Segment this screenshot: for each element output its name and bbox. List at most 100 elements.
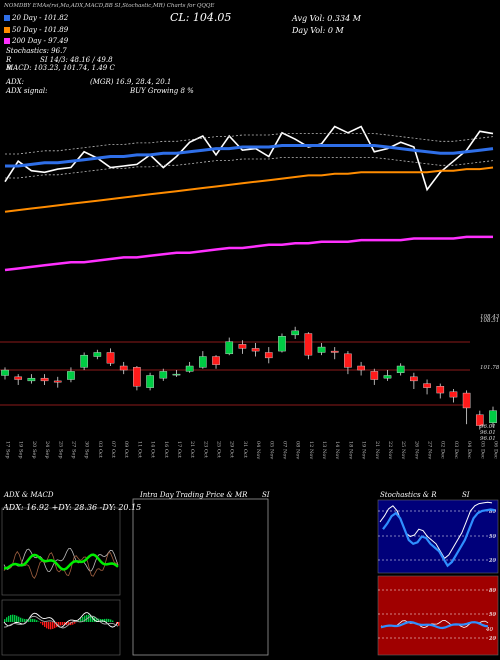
legend-ma50: 50 Day - 101.89	[4, 26, 68, 34]
date-label: 27 Nov	[427, 441, 433, 459]
date-label: 19 Nov	[361, 441, 367, 459]
macd-histogram-bar	[20, 617, 22, 622]
macd-histogram-bar	[50, 622, 52, 630]
date-label: 07 Nov	[281, 441, 287, 459]
candle-body	[462, 392, 471, 409]
si-panel-bg	[377, 575, 499, 656]
candle-axis-label: 108.51	[480, 318, 499, 324]
candle-body	[475, 414, 484, 426]
stoch-panel-title: Stochastics & R	[380, 491, 437, 499]
candle-body	[436, 386, 445, 394]
macd-histogram-bar	[110, 619, 112, 622]
avg-volume: Avg Vol: 0.334 M	[292, 14, 361, 23]
day-volume: Day Vol: 0 M	[292, 26, 344, 35]
ma20-label: 20 Day - 101.82	[12, 14, 69, 22]
date-label: 17 Sep	[5, 441, 11, 459]
macd-histogram-bar	[116, 622, 118, 624]
adx-panel-frame	[1, 507, 121, 596]
candle-body	[238, 344, 247, 349]
macd-signal-line	[3, 615, 119, 629]
legend-macd: MACD: 103.23, 101.74, 1.49 C	[6, 64, 115, 72]
date-label: 30 Sep	[84, 441, 90, 459]
macd-histogram-bar	[112, 620, 114, 622]
candle-body	[185, 365, 194, 372]
legend-stochastics: Stochastics: 96.7	[6, 47, 67, 55]
macd-histogram-bar	[24, 618, 26, 622]
candle-body	[330, 350, 339, 353]
macd-histogram-bar	[86, 614, 88, 622]
macd-histogram-bar	[92, 616, 94, 622]
macd-histogram-bar	[64, 622, 66, 625]
upper-band-line	[5, 133, 494, 155]
date-label: 20 Sep	[31, 441, 37, 459]
date-label: 14 Nov	[334, 441, 340, 459]
macd-histogram-bar	[90, 615, 92, 622]
candle-body	[357, 365, 365, 371]
candle-axis-label: 96.01	[480, 436, 496, 442]
candle-body	[264, 352, 273, 359]
si-tick-label: 80	[489, 588, 496, 594]
macd-histogram-bar	[54, 622, 56, 629]
legend-ma200: 200 Day - 97.49	[4, 37, 68, 45]
date-label: 05 Dec	[479, 441, 485, 459]
series-line-200-day	[4, 235, 493, 272]
si-tick-label: 50	[489, 612, 496, 618]
date-label: 11 Oct	[136, 441, 142, 458]
macd-histogram-bar	[96, 617, 98, 622]
date-label: 12 Nov	[308, 441, 314, 459]
candle-body	[383, 375, 392, 379]
macd-histogram-bar	[84, 615, 86, 622]
macd-histogram-bar	[14, 614, 16, 622]
date-label: 29 Oct	[229, 441, 235, 458]
legend-adx-values: (MGR) 16.9, 28.4, 20.1	[90, 78, 172, 86]
candle-body	[119, 365, 128, 371]
close-price: CL: 104.05	[170, 11, 232, 24]
candle-body	[14, 376, 23, 380]
legend-ma20: 20 Day - 101.82	[4, 14, 68, 22]
macd-histogram-bar	[66, 622, 68, 626]
macd-histogram-bar	[104, 618, 106, 622]
macd-histogram-bar	[26, 619, 28, 622]
intraday-panel-title: Intra Day Trading Price & MR	[140, 491, 248, 499]
macd-histogram-bar	[60, 622, 62, 626]
date-label: 22 Nov	[387, 441, 393, 459]
date-label: 24 Sep	[44, 441, 50, 459]
legend-r: R	[6, 56, 12, 64]
candle-body	[489, 410, 497, 424]
candle-body	[225, 341, 234, 355]
date-label: 21 Nov	[374, 441, 380, 459]
candle-body	[172, 373, 181, 376]
series-line-price	[4, 125, 494, 192]
macd-histogram-bar	[68, 622, 70, 626]
macd-histogram-bar	[58, 622, 60, 627]
date-label: 07 Oct	[110, 441, 116, 458]
macd-histogram-bar	[82, 616, 84, 622]
date-label: 13 Nov	[321, 441, 327, 459]
candle-body	[304, 333, 313, 356]
macd-histogram-bar	[74, 622, 76, 624]
macd-histogram-bar	[88, 614, 90, 622]
candle-body	[449, 391, 458, 398]
candle-body	[80, 354, 88, 368]
date-label: 27 Sep	[70, 441, 76, 459]
adx-line-plus	[3, 547, 119, 573]
macd-histogram-bar	[46, 622, 48, 629]
macd-histogram-bar	[40, 622, 42, 624]
macd-histogram-bar	[10, 614, 12, 622]
macd-histogram-bar	[22, 618, 24, 622]
intraday-si-title: SI	[262, 491, 270, 499]
date-label: 04 Nov	[255, 441, 261, 459]
series-line-20-day	[5, 144, 494, 168]
macd-histogram-bar	[30, 618, 32, 622]
candle-body	[133, 367, 141, 387]
date-label: 17 Oct	[176, 441, 182, 458]
candle-body	[27, 377, 36, 382]
macd-histogram-bar	[106, 618, 108, 622]
date-label: 03 Oct	[97, 441, 103, 458]
candle-axis-label: 96.01	[480, 430, 496, 436]
stoch-line-d	[382, 508, 496, 568]
candle-body	[93, 352, 102, 357]
chart-header-title: NOMDBY EMAs(rsi,Ma,ADX,MACD,BB SI,Stocha…	[4, 3, 215, 9]
candle-body	[1, 369, 9, 376]
